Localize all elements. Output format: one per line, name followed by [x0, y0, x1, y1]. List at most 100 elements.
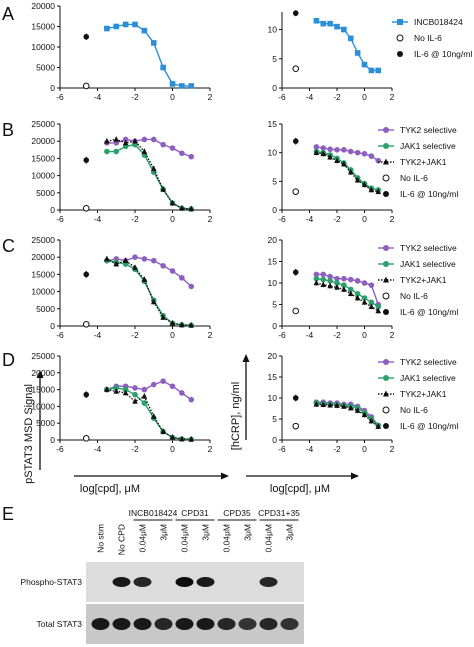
data-point [104, 148, 110, 155]
data-point [169, 434, 176, 440]
y-tick-label: 5000 [36, 304, 55, 314]
blot-band [217, 618, 236, 630]
data-point [141, 148, 148, 154]
x-axis-arrow-right [246, 472, 359, 480]
legend-label: JAK1 selective [400, 141, 456, 151]
data-point [368, 153, 375, 159]
data-point [150, 298, 157, 305]
x-axis-arrow-left [74, 472, 229, 480]
data-point [334, 157, 340, 163]
x-tick-label: 2 [390, 92, 395, 102]
y-tick-label: 5000 [36, 418, 55, 428]
series-line [106, 256, 192, 287]
data-point [141, 386, 148, 393]
x-tick-label: -2 [131, 214, 139, 224]
data-point [313, 17, 320, 24]
blot-band [175, 618, 194, 630]
legend-marker [383, 127, 389, 133]
x-tick-label: 0 [170, 214, 175, 224]
data-point [160, 141, 166, 148]
y-tick-label: 5 [272, 300, 277, 310]
blot-lane-label: 0.04μM [264, 524, 274, 553]
data-point [368, 186, 375, 193]
data-point [104, 255, 110, 262]
blot-lane-label: 3μM [243, 524, 253, 541]
legend-label: No IL-6 [400, 173, 428, 183]
y-tick-label: 0 [50, 205, 55, 215]
data-point [160, 263, 166, 269]
x-tick-label: -4 [306, 330, 314, 340]
il6-control-point [83, 157, 90, 163]
il6-control-point [292, 269, 299, 276]
y-tick-label: 10 [268, 148, 278, 158]
series-tyk2-selective [313, 144, 382, 164]
data-point [141, 27, 148, 34]
x-tick-label: 2 [390, 444, 395, 454]
legend-label: IL-6 @ 10ng/ml [400, 189, 458, 199]
data-point [141, 256, 148, 262]
data-point [320, 150, 327, 157]
blot-lane-label: 0.04μM [138, 524, 148, 553]
y-tick-label: 15 [268, 257, 278, 267]
data-point [150, 381, 157, 388]
y-tick-label: 0 [272, 435, 277, 445]
series-tyk2-jak1 [313, 401, 382, 430]
y-tick-label: 20000 [31, 136, 55, 146]
series-line [106, 259, 192, 327]
series-line [316, 20, 379, 72]
legend-marker [396, 34, 404, 42]
data-point [132, 264, 138, 270]
data-point [313, 149, 320, 155]
legend-c: TYK2 selective JAK1 selective TYK2+JAK1 No … [378, 243, 458, 317]
panel-letter-c: C [2, 236, 15, 256]
x-tick-label: -4 [306, 444, 314, 454]
no-il6-control-point [292, 422, 300, 430]
data-point [368, 299, 375, 306]
x-tick-label: 2 [208, 330, 213, 340]
blot-lane-label: 0.04μM [222, 524, 232, 553]
series-line [316, 401, 379, 426]
x-tick-label: -2 [131, 330, 139, 340]
legend-marker [383, 309, 389, 315]
data-point [327, 146, 333, 153]
data-point [341, 286, 347, 292]
data-point [188, 83, 195, 89]
legend-b: TYK2 selective JAK1 selective TYK2+JAK1 No … [378, 125, 458, 199]
legend-marker [382, 406, 390, 414]
data-point [169, 383, 176, 390]
data-point [347, 290, 354, 297]
data-point [104, 386, 110, 392]
blot-lane-label: 3μM [285, 524, 295, 541]
data-point [179, 321, 185, 328]
legend-label: JAK1 selective [400, 373, 456, 383]
data-point [334, 402, 340, 408]
y-tick-label: 5 [272, 414, 277, 424]
data-point [320, 145, 327, 151]
data-point [334, 280, 340, 286]
legend-label: TYK2 selective [400, 357, 457, 367]
series-tyk2-jak1 [104, 255, 195, 328]
data-point [320, 281, 327, 288]
x-tick-label: -6 [278, 92, 286, 102]
series-tyk2-jak1 [104, 136, 195, 212]
y-tick-label: 10 [268, 25, 278, 35]
legend-label: TYK2+JAK1 [400, 157, 447, 167]
x-tick-label: 0 [170, 92, 175, 102]
y-tick-label: 15000 [31, 385, 55, 395]
blot-lane-label: No stim [96, 524, 106, 553]
no-il6-control-point [292, 188, 300, 195]
blot-lane-label: 0.04μM [180, 524, 190, 553]
data-point [122, 136, 129, 143]
legend-marker [383, 375, 389, 381]
series-line [316, 150, 379, 191]
x-axis-title-right: log[cpd], μM [270, 483, 330, 495]
data-point [113, 387, 120, 394]
legend-label: No IL-6 [414, 33, 442, 43]
data-point [113, 385, 120, 391]
plot-b-right: 0 5 10 15 -6 -4 -2 0 2 [268, 119, 395, 224]
legend-d: TYK2 selective JAK1 selective TYK2+JAK1 No … [378, 357, 458, 431]
y-tick-label: 15000 [31, 269, 55, 279]
data-point [104, 137, 110, 144]
data-point [368, 67, 375, 74]
